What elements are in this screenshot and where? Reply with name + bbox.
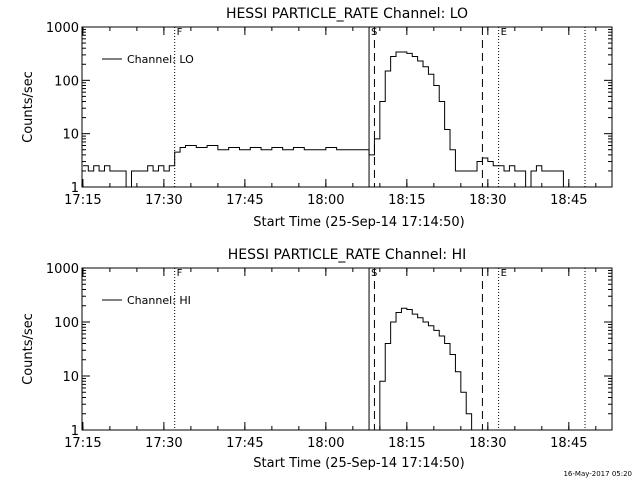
x-tick-label: 17:30 [145, 193, 182, 208]
x-axis-label: Start Time (25-Sep-14 17:14:50) [253, 215, 464, 230]
y-tick-label: 1 [71, 424, 79, 439]
series-line [82, 51, 586, 188]
y-tick-label: 1000 [46, 262, 79, 277]
y-tick-label: 10 [62, 370, 79, 385]
x-tick-label: 18:15 [388, 436, 425, 451]
legend-entry: Channel: LO [127, 53, 194, 66]
plot-frame [81, 267, 613, 431]
event-marker-label: F [177, 27, 183, 38]
y-tick-label: 100 [54, 316, 79, 331]
x-tick-label: 18:15 [388, 193, 425, 208]
x-tick-label: 18:00 [307, 436, 344, 451]
y-tick-label: 1 [71, 181, 79, 196]
x-tick-label: 18:30 [469, 436, 506, 451]
plot-frame [81, 26, 613, 188]
x-tick-label: 17:45 [226, 436, 263, 451]
chart-panel-lo: HESSI PARTICLE_RATE Channel: LO 1 10 100 100… [21, 6, 613, 230]
chart-panel-hi: HESSI PARTICLE_RATE Channel: HI 1 10 100 100… [21, 247, 613, 471]
event-marker-label: E [501, 27, 507, 38]
footer-timestamp: 16-May-2017 05:20 [563, 470, 632, 478]
y-tick-label: 1000 [46, 21, 79, 36]
chart-title: HESSI PARTICLE_RATE Channel: HI [228, 247, 466, 263]
x-tick-label: 17:15 [64, 193, 101, 208]
legend-entry: Channel: HI [127, 294, 191, 307]
x-tick-label: 18:00 [307, 193, 344, 208]
y-axis-label: Counts/sec [21, 71, 36, 143]
chart-title: HESSI PARTICLE_RATE Channel: LO [226, 6, 468, 22]
x-tick-label: 17:30 [145, 436, 182, 451]
series-line [374, 307, 473, 431]
event-marker-label: E [501, 268, 507, 279]
x-tick-label: 18:30 [469, 193, 506, 208]
y-axis-label: Counts/sec [21, 313, 36, 385]
x-tick-label: 17:15 [64, 436, 101, 451]
x-tick-label: 17:45 [226, 193, 263, 208]
event-marker-label: F [177, 268, 183, 279]
y-tick-label: 100 [54, 74, 79, 89]
x-axis-label: Start Time (25-Sep-14 17:14:50) [253, 456, 464, 471]
x-tick-label: 18:45 [550, 436, 587, 451]
y-tick-label: 10 [62, 128, 79, 143]
x-tick-label: 18:45 [550, 193, 587, 208]
